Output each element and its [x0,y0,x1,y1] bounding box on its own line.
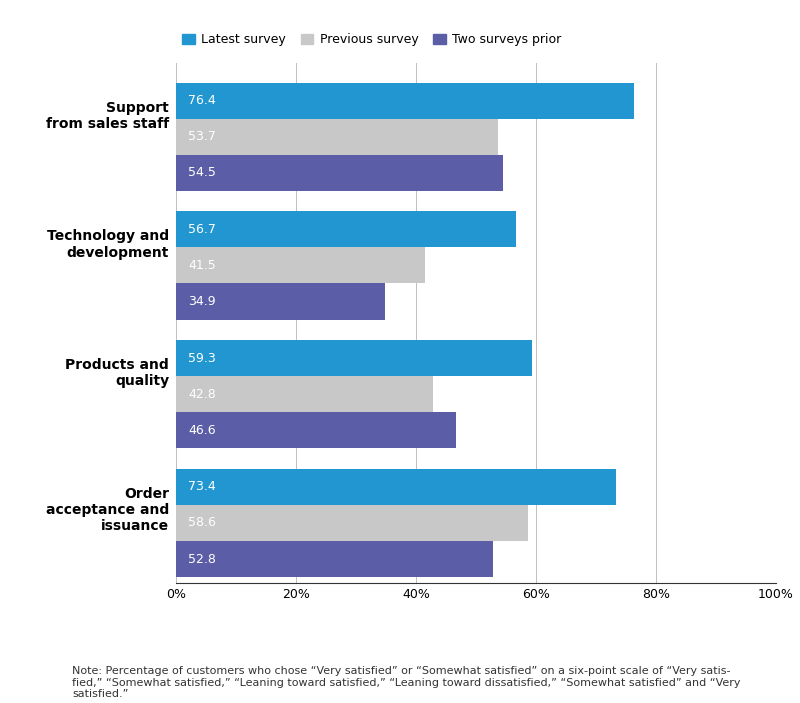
Bar [176,412,456,449]
Text: 58.6: 58.6 [188,517,216,529]
Bar [176,82,634,119]
Bar [176,247,425,283]
Text: 76.4: 76.4 [188,94,216,107]
Text: 52.8: 52.8 [188,553,216,565]
Bar [176,376,433,412]
Bar [176,340,532,376]
Bar [176,505,528,541]
Bar [176,155,503,191]
Text: 53.7: 53.7 [188,130,216,143]
Text: 56.7: 56.7 [188,223,216,236]
Bar [176,469,617,505]
Text: 46.6: 46.6 [188,424,216,437]
Bar [176,283,386,320]
Text: Note: Percentage of customers who chose “Very satisfied” or “Somewhat satisfied”: Note: Percentage of customers who chose … [72,666,741,699]
Bar [176,212,516,247]
Text: 41.5: 41.5 [188,259,216,272]
Text: 73.4: 73.4 [188,480,216,494]
Text: 34.9: 34.9 [188,295,216,308]
Text: 54.5: 54.5 [188,166,216,179]
Bar [176,541,493,577]
Text: 42.8: 42.8 [188,387,216,401]
Legend: Latest survey, Previous survey, Two surveys prior: Latest survey, Previous survey, Two surv… [182,33,562,46]
Text: 59.3: 59.3 [188,352,216,365]
Bar [176,119,498,155]
